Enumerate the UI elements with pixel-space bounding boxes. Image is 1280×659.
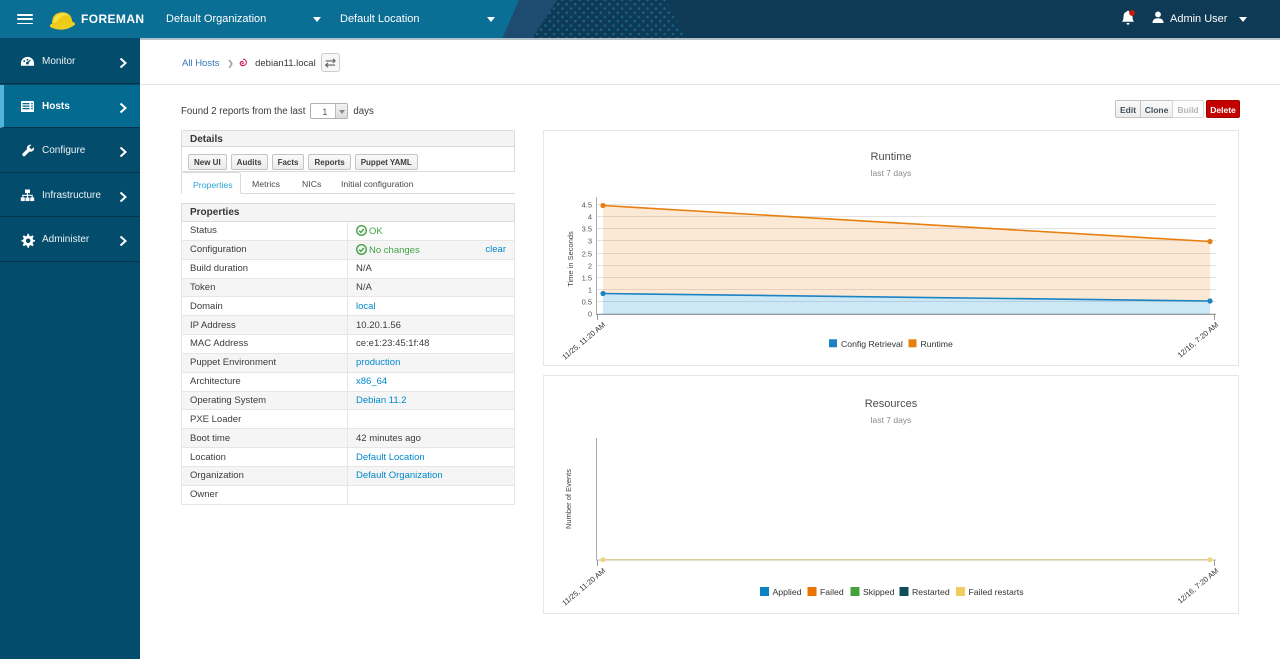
svg-text:4: 4 — [588, 213, 592, 222]
svg-text:1.5: 1.5 — [582, 274, 592, 283]
svg-text:1: 1 — [588, 286, 592, 295]
svg-text:Number of Events: Number of Events — [564, 469, 573, 529]
svg-text:last 7 days: last 7 days — [871, 415, 912, 425]
svg-text:Restarted: Restarted — [912, 587, 950, 597]
svg-text:Runtime: Runtime — [921, 339, 954, 349]
svg-text:11/25, 11:20 AM: 11/25, 11:20 AM — [560, 320, 607, 361]
svg-text:3.5: 3.5 — [582, 225, 592, 234]
svg-text:12/16, 7:20 AM: 12/16, 7:20 AM — [1176, 320, 1220, 359]
svg-text:Config Retrieval: Config Retrieval — [841, 339, 903, 349]
svg-text:4.5: 4.5 — [582, 201, 592, 210]
svg-text:0: 0 — [588, 310, 592, 319]
svg-text:2: 2 — [588, 262, 592, 271]
svg-text:Failed: Failed — [820, 587, 844, 597]
svg-text:Time in Seconds: Time in Seconds — [566, 231, 575, 287]
svg-text:Failed restarts: Failed restarts — [969, 587, 1025, 597]
svg-text:12/16, 7:20 AM: 12/16, 7:20 AM — [1176, 566, 1220, 605]
svg-text:Runtime: Runtime — [871, 151, 912, 163]
svg-text:Skipped: Skipped — [863, 587, 895, 597]
svg-text:last 7 days: last 7 days — [871, 168, 912, 178]
svg-text:2.5: 2.5 — [582, 250, 592, 259]
svg-text:Resources: Resources — [865, 398, 918, 410]
svg-text:11/25, 11:20 AM: 11/25, 11:20 AM — [560, 566, 607, 607]
svg-text:0.5: 0.5 — [582, 298, 592, 307]
svg-text:Applied: Applied — [773, 587, 802, 597]
svg-text:3: 3 — [588, 237, 592, 246]
